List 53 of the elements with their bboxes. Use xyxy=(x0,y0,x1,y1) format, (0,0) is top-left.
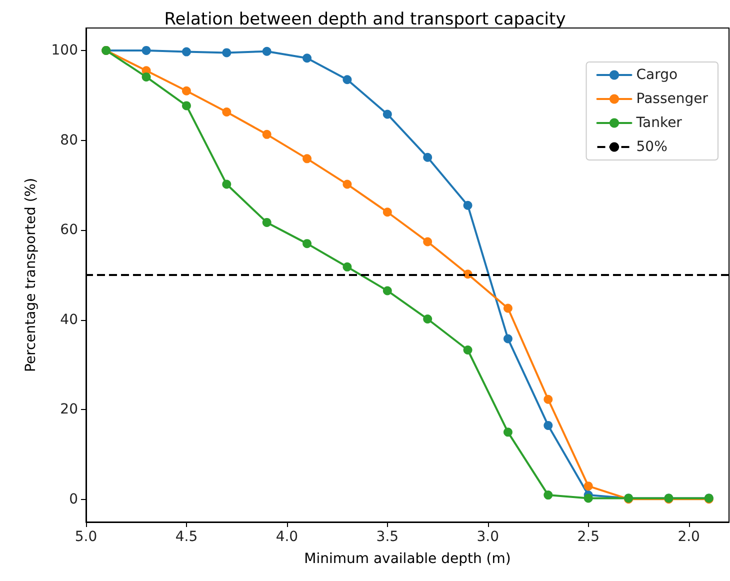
x-tick-label: 3.5 xyxy=(376,529,399,545)
point xyxy=(302,239,312,248)
point xyxy=(262,130,272,139)
point xyxy=(222,180,232,189)
legend-label: 50% xyxy=(636,139,668,155)
point xyxy=(544,394,553,404)
x-tick-label: 2.0 xyxy=(678,529,700,545)
point xyxy=(584,494,593,503)
y-tick-label: 100 xyxy=(51,42,78,58)
y-tick-label: 60 xyxy=(60,222,78,238)
legend-label: Cargo xyxy=(636,67,678,83)
point xyxy=(342,262,352,272)
x-tick-label: 4.5 xyxy=(175,529,198,545)
x-axis-title: Minimum available depth (m) xyxy=(304,551,511,567)
point xyxy=(463,346,472,354)
point xyxy=(302,154,312,164)
point xyxy=(182,101,191,110)
x-tick-label: 4.0 xyxy=(276,529,298,545)
y-axis-title: Percentage transported (%) xyxy=(23,178,39,372)
y-tick-label: 20 xyxy=(60,402,78,418)
point xyxy=(544,420,553,430)
point xyxy=(423,237,432,246)
x-tick-label: 5.0 xyxy=(74,529,98,545)
point xyxy=(222,107,232,116)
y-tick-label: 40 xyxy=(60,312,78,328)
point xyxy=(503,304,512,313)
point xyxy=(262,46,272,56)
y-tick-label: 80 xyxy=(60,132,78,148)
point xyxy=(382,208,392,217)
point xyxy=(342,180,352,189)
point xyxy=(503,334,512,344)
y-tick-label: 0 xyxy=(69,492,78,508)
point xyxy=(382,110,392,119)
point xyxy=(342,75,352,84)
point xyxy=(584,482,593,491)
point xyxy=(423,152,432,162)
point xyxy=(382,286,392,296)
point xyxy=(182,47,191,56)
legend-label: Tanker xyxy=(635,115,682,131)
x-tick-label: 3.0 xyxy=(476,529,500,545)
point xyxy=(182,86,191,96)
point xyxy=(544,490,553,500)
point xyxy=(503,428,512,437)
point xyxy=(262,218,272,227)
point xyxy=(142,72,151,82)
x-tick-label: 2.5 xyxy=(577,529,600,545)
point xyxy=(463,200,472,210)
point xyxy=(222,48,232,58)
point xyxy=(142,46,151,55)
chart-title: Relation between depth and transport capacity xyxy=(164,10,566,30)
legend-label: Passenger xyxy=(636,91,708,107)
point xyxy=(302,54,312,63)
point xyxy=(423,314,432,324)
